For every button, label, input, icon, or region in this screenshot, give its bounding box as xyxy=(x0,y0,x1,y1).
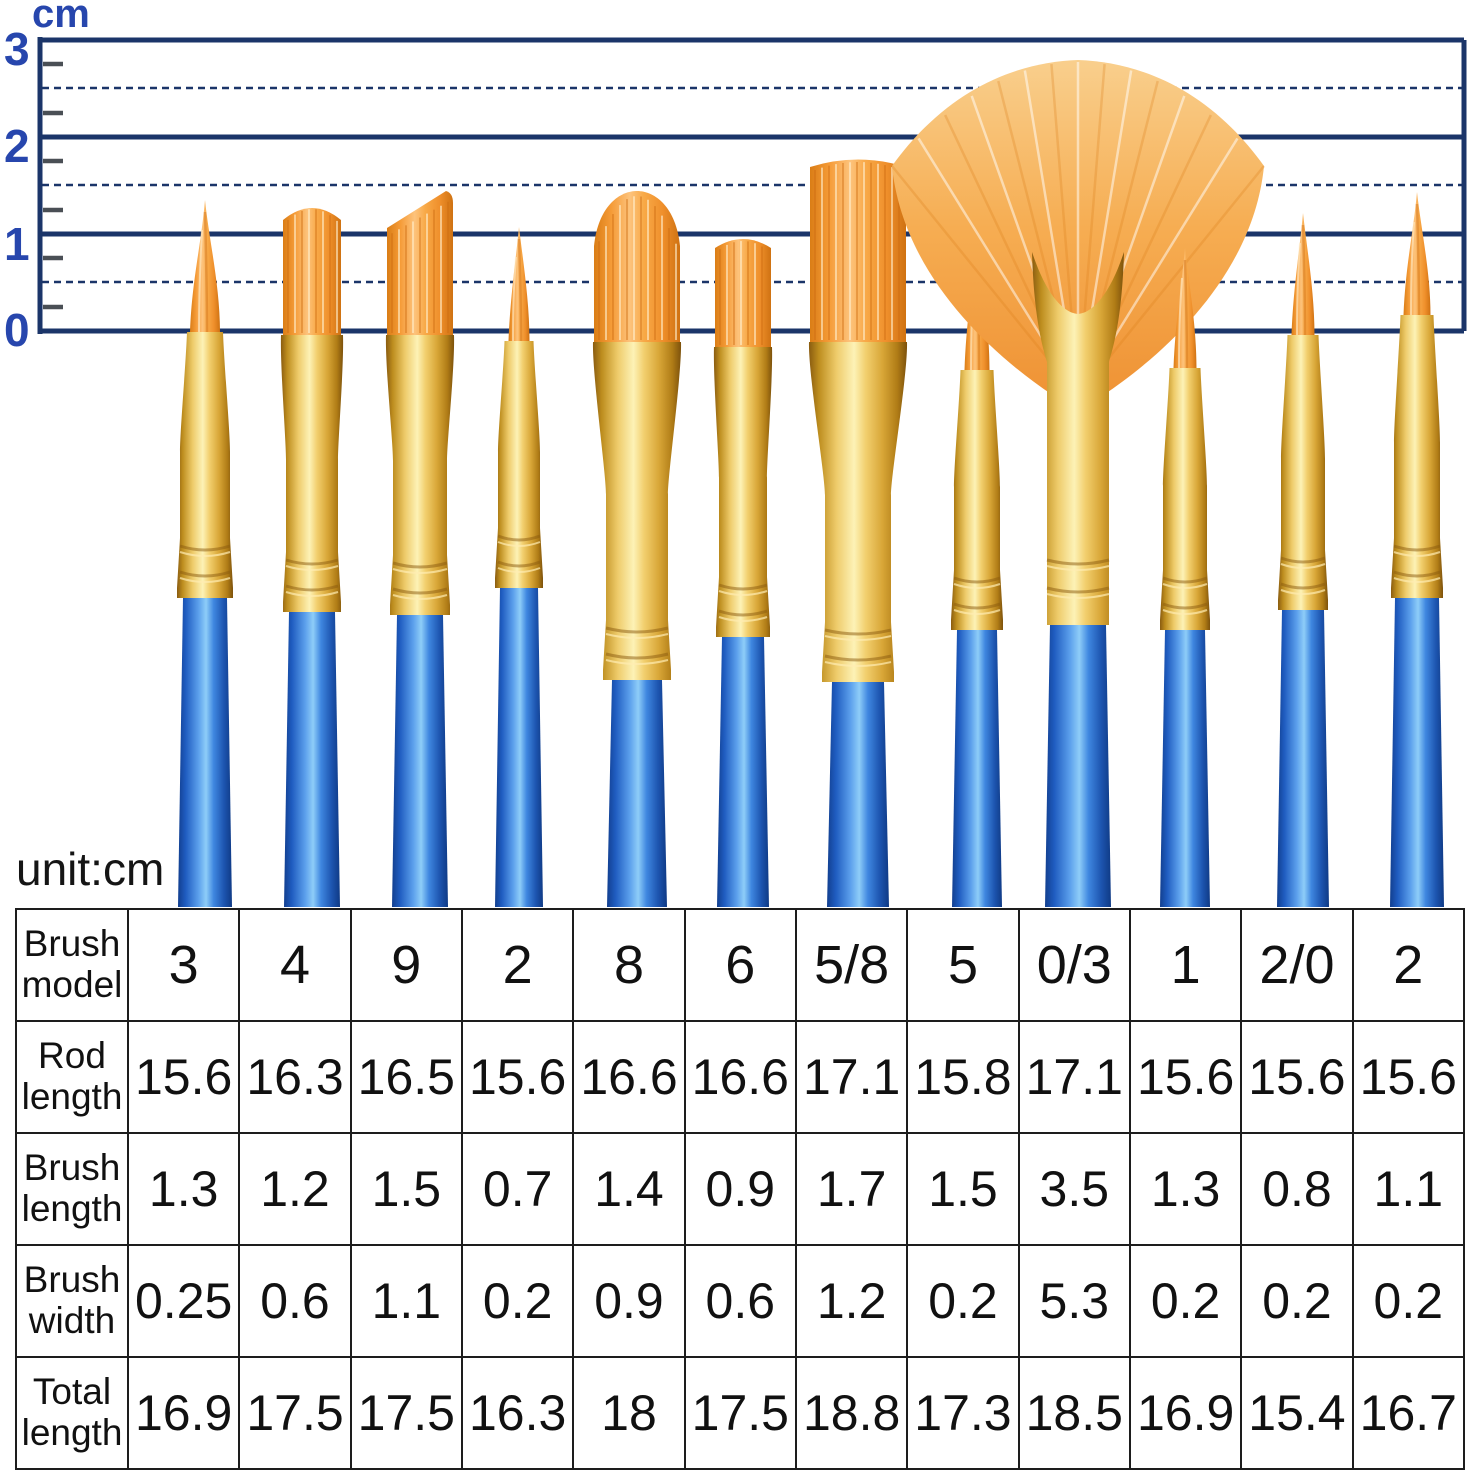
spec-cell: 15.8 xyxy=(906,1020,1020,1134)
spec-cell: 16.9 xyxy=(126,1356,241,1470)
spec-cell: 1.3 xyxy=(126,1132,241,1246)
spec-cell: 17.5 xyxy=(238,1356,352,1470)
spec-cell: 3 xyxy=(126,908,241,1022)
spec-cell: 16.6 xyxy=(683,1020,797,1134)
spec-cell: 1.2 xyxy=(238,1132,352,1246)
row-header: Brush model xyxy=(15,908,129,1022)
spec-cell: 0.9 xyxy=(572,1244,686,1358)
brush-12-model-2 xyxy=(1390,192,1444,907)
spec-cell: 2 xyxy=(1351,908,1466,1022)
spec-cell: 0.7 xyxy=(460,1132,575,1246)
brush-3-model-9 xyxy=(385,191,455,907)
spec-cell: 5 xyxy=(906,908,1020,1022)
spec-cell: 0.2 xyxy=(1128,1244,1243,1358)
spec-cell: 5/8 xyxy=(794,908,909,1022)
ruler-tick-label-2: 2 xyxy=(4,120,30,172)
spec-cell: 5.3 xyxy=(1017,1244,1131,1358)
spec-cell: 15.6 xyxy=(1240,1020,1354,1134)
spec-table-body: Brush model 3 4 9 2 8 6 5/8 5 0/3 1 2/0 2 Rod length 1… xyxy=(15,908,1466,1470)
spec-cell: 17.1 xyxy=(1017,1020,1131,1134)
spec-cell: 16.7 xyxy=(1351,1356,1466,1470)
brush-1-model-3 xyxy=(177,200,233,907)
spec-cell: 8 xyxy=(572,908,686,1022)
spec-cell: 0.2 xyxy=(460,1244,575,1358)
ruler-tick-label-0: 0 xyxy=(4,304,30,356)
brush-11-model-2-0 xyxy=(1277,213,1329,907)
spec-cell: 15.6 xyxy=(1351,1020,1466,1134)
spec-row-1: Rod length 15.6 16.3 16.5 15.6 16.6 16.6 17.1 15… xyxy=(15,1020,1466,1134)
ruler xyxy=(37,37,1467,334)
spec-row-4: Total length 16.9 17.5 17.5 16.3 18 17.5 18.8 17… xyxy=(15,1356,1466,1470)
brush-6-model-6 xyxy=(713,239,773,907)
spec-cell: 18 xyxy=(572,1356,686,1470)
spec-cell: 17.1 xyxy=(794,1020,909,1134)
spec-cell: 1.5 xyxy=(906,1132,1020,1246)
spec-cell: 0.6 xyxy=(683,1244,797,1358)
spec-cell: 0.6 xyxy=(238,1244,352,1358)
spec-cell: 18.5 xyxy=(1017,1356,1131,1470)
spec-table: Brush model 3 4 9 2 8 6 5/8 5 0/3 1 2/0 2 Rod length 1… xyxy=(15,908,1466,1470)
spec-cell: 1 xyxy=(1128,908,1243,1022)
spec-cell: 9 xyxy=(349,908,463,1022)
spec-cell: 1.1 xyxy=(349,1244,463,1358)
row-header: Rod length xyxy=(15,1020,129,1134)
spec-cell: 1.3 xyxy=(1128,1132,1243,1246)
ruler-unit-label: cm xyxy=(32,0,90,36)
spec-cell: 16.9 xyxy=(1128,1356,1243,1470)
spec-cell: 17.5 xyxy=(683,1356,797,1470)
spec-cell: 0.8 xyxy=(1240,1132,1354,1246)
brush-5-model-8 xyxy=(592,191,682,907)
brush-2-model-4 xyxy=(280,208,344,907)
spec-cell: 0.9 xyxy=(683,1132,797,1246)
row-header: Total length xyxy=(15,1356,129,1470)
spec-cell: 15.6 xyxy=(126,1020,241,1134)
spec-cell: 3.5 xyxy=(1017,1132,1131,1246)
spec-cell: 16.3 xyxy=(238,1020,352,1134)
spec-cell: 2 xyxy=(460,908,575,1022)
spec-cell: 16.5 xyxy=(349,1020,463,1134)
spec-cell: 15.6 xyxy=(1128,1020,1243,1134)
spec-cell: 0.2 xyxy=(906,1244,1020,1358)
brush-9-model-0-3 xyxy=(891,60,1265,907)
spec-row-2: Brush length 1.3 1.2 1.5 0.7 1.4 0.9 1.7 1.5 3.5 1… xyxy=(15,1132,1466,1246)
brush-10-model-1 xyxy=(1160,248,1210,907)
ruler-tick-label-1: 1 xyxy=(4,218,30,270)
spec-cell: 0.2 xyxy=(1240,1244,1354,1358)
spec-cell: 16.3 xyxy=(460,1356,575,1470)
spec-cell: 4 xyxy=(238,908,352,1022)
spec-cell: 17.3 xyxy=(906,1356,1020,1470)
spec-row-3: Brush width 0.25 0.6 1.1 0.2 0.9 0.6 1.2 0.2 5.3 0… xyxy=(15,1244,1466,1358)
spec-cell: 18.8 xyxy=(794,1356,909,1470)
row-header: Brush length xyxy=(15,1132,129,1246)
spec-cell: 1.2 xyxy=(794,1244,909,1358)
row-header: Brush width xyxy=(15,1244,129,1358)
spec-cell: 2/0 xyxy=(1240,908,1354,1022)
spec-cell: 1.4 xyxy=(572,1132,686,1246)
ruler-tick-label-3: 3 xyxy=(4,23,30,75)
spec-cell: 17.5 xyxy=(349,1356,463,1470)
brush-4-model-2 xyxy=(495,227,543,907)
spec-cell: 1.1 xyxy=(1351,1132,1466,1246)
spec-cell: 1.7 xyxy=(794,1132,909,1246)
spec-cell: 1.5 xyxy=(349,1132,463,1246)
spec-cell: 0/3 xyxy=(1017,908,1131,1022)
spec-cell: 16.6 xyxy=(572,1020,686,1134)
spec-cell: 0.25 xyxy=(126,1244,241,1358)
spec-cell: 0.2 xyxy=(1351,1244,1466,1358)
spec-cell: 15.6 xyxy=(460,1020,575,1134)
brush-8-model-5 xyxy=(951,237,1003,907)
brush-7-model-5-8 xyxy=(808,159,908,907)
spec-row-0: Brush model 3 4 9 2 8 6 5/8 5 0/3 1 2/0 2 xyxy=(15,908,1466,1022)
unit-note: unit:cm xyxy=(16,843,165,895)
spec-cell: 15.4 xyxy=(1240,1356,1354,1470)
spec-cell: 6 xyxy=(683,908,797,1022)
